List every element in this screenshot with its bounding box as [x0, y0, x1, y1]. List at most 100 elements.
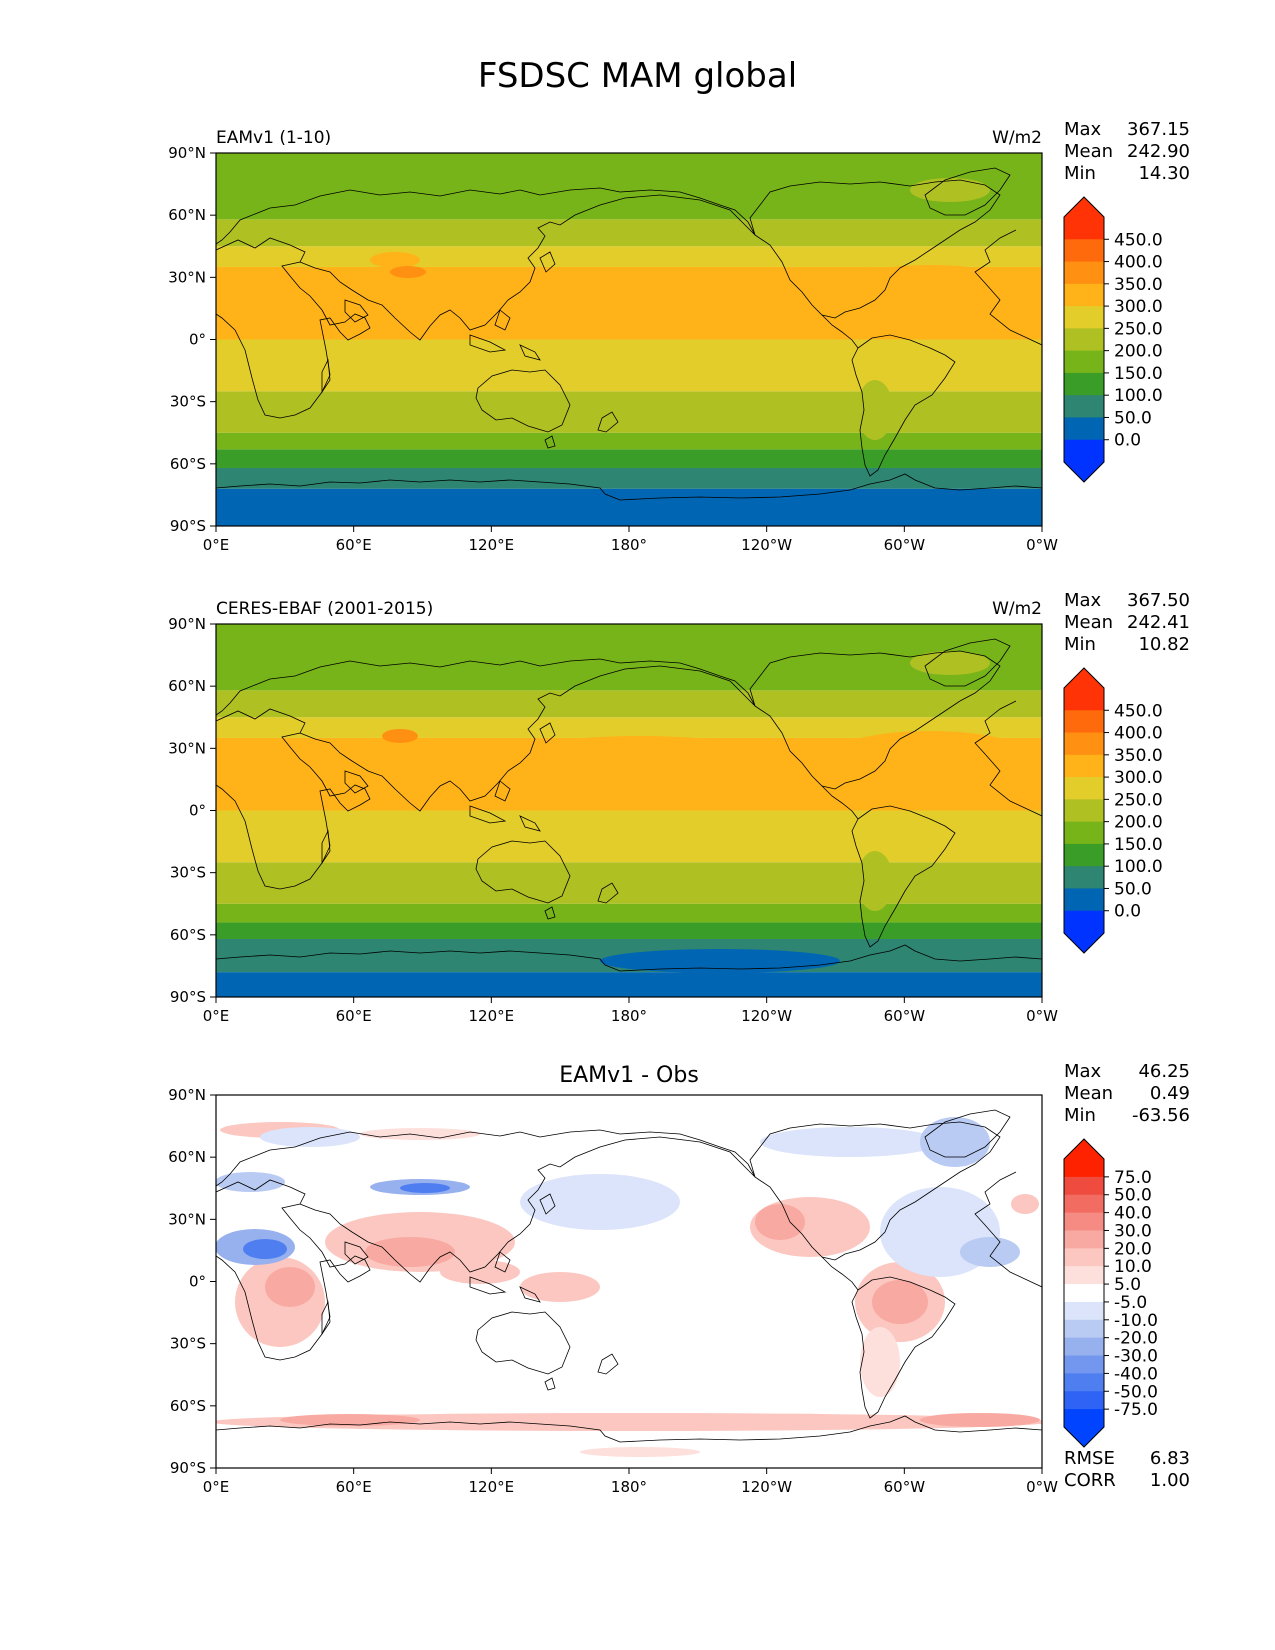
diff-stat-max-value: 46.25: [1138, 1061, 1190, 1082]
colorbar-segment: [1064, 732, 1104, 756]
colorbar-segment: [1064, 1284, 1104, 1303]
colorbar-tick-label: 450.0: [1114, 230, 1163, 250]
colorbar-segment: [1064, 1248, 1104, 1267]
obs-panel-title: CERES-EBAF (2001-2015): [216, 599, 433, 619]
colorbar-segment: [1064, 754, 1104, 778]
zonal-band-4: [216, 391, 1042, 433]
diff-anomalies: [216, 1117, 1042, 1457]
obs-stats: Max 367.50 Mean 242.41 Min 10.82: [1064, 590, 1190, 655]
colorbar-segment: [1064, 777, 1104, 800]
zonal-band-3: [216, 432, 1042, 450]
lon-tick-label: 120°W: [741, 1478, 792, 1496]
colorbar-tick-label: 350.0: [1114, 275, 1163, 295]
zonal-band-5: [216, 339, 1042, 392]
lat-tick-label: 90°N: [168, 144, 206, 162]
colorbar-outline: [1063, 1138, 1105, 1448]
lat-tick-label: 90°N: [168, 615, 206, 633]
obs-map: [216, 624, 1042, 997]
lon-tick-label: 60°E: [336, 1478, 372, 1496]
lon-tick-label: 120°W: [741, 536, 792, 554]
colorbar-segment: [1064, 1337, 1104, 1357]
zonal-band-0: [216, 972, 1042, 997]
lon-tick-label: 60°W: [884, 536, 926, 554]
colorbar-extend-min: [1064, 1427, 1104, 1447]
colorbar-segment: [1064, 1301, 1104, 1321]
colorbar-extend-max: [1064, 668, 1104, 688]
lon-tick-label: 120°E: [469, 536, 515, 554]
lat-tick-label: 0°: [189, 802, 206, 820]
colorbar-tick-label: -50.0: [1114, 1382, 1158, 1402]
obs-ticks: 90°N 60°N 30°N 0° 30°S 60°S 90°S0°E 60°E 120°E 18…: [168, 615, 1058, 1025]
colorbar-tick-label: 450.0: [1114, 701, 1163, 721]
diff-stats: Max 46.25 Mean 0.49 Min -63.56: [1064, 1061, 1190, 1126]
zonal-band-8: [216, 219, 1042, 247]
zonal-band-3: [216, 903, 1042, 923]
colorbar-tick-label: 150.0: [1114, 364, 1163, 384]
zonal-band-0: [216, 488, 1042, 526]
model-stat-max-value: 367.15: [1127, 119, 1190, 140]
obs-units: W/m2: [992, 599, 1042, 619]
lat-tick-label: 90°N: [168, 1086, 206, 1104]
zonal-band-2: [216, 922, 1042, 939]
model-stat-min-value: 14.30: [1138, 163, 1190, 184]
model-units: W/m2: [992, 128, 1042, 148]
colorbar-tick-label: 200.0: [1114, 813, 1163, 833]
lat-tick-label: 90°S: [170, 517, 206, 535]
zonal-band-4: [216, 862, 1042, 904]
lon-tick-label: 60°E: [336, 1007, 372, 1025]
lon-tick-label: 0°E: [203, 536, 230, 554]
lat-tick-label: 0°: [189, 331, 206, 349]
colorbar-segment: [1064, 1159, 1104, 1178]
lat-tick-label: 60°S: [170, 455, 206, 473]
colorbar-tick-label: 0.0: [1114, 431, 1141, 451]
colorbar-tick-label: 300.0: [1114, 297, 1163, 317]
colorbar-segment: [1064, 1319, 1104, 1339]
diff-rmse-value: 6.83: [1150, 1448, 1190, 1469]
model-stat-mean-label: Mean: [1064, 141, 1113, 162]
diff-stat-mean-label: Mean: [1064, 1083, 1113, 1104]
zonal-band-9: [216, 624, 1042, 691]
lon-tick-label: 0°W: [1026, 1007, 1058, 1025]
zonal-band-7: [216, 246, 1042, 267]
model-field: [216, 153, 1042, 526]
colorbar-tick-label: 250.0: [1114, 319, 1163, 339]
colorbar-segment: [1064, 910, 1104, 934]
colorbar-tick-label: -10.0: [1114, 1311, 1158, 1331]
colorbar-tick-label: 50.0: [1114, 879, 1152, 899]
lon-tick-label: 120°W: [741, 1007, 792, 1025]
colorbar-segment: [1064, 843, 1104, 867]
diff-corr-value: 1.00: [1150, 1470, 1190, 1491]
diff-rmse-label: RMSE: [1064, 1448, 1115, 1469]
lat-tick-label: 30°N: [168, 1210, 206, 1228]
lat-tick-label: 30°S: [170, 864, 206, 882]
colorbar-tick-label: 30.0: [1114, 1221, 1152, 1241]
diff-corr-label: CORR: [1064, 1470, 1116, 1491]
colorbar-tick-label: 400.0: [1114, 724, 1163, 744]
colorbar-segment: [1064, 306, 1104, 329]
colorbar-tick-label: 100.0: [1114, 857, 1163, 877]
diff-map: [216, 1095, 1042, 1468]
colorbar-segment: [1064, 1194, 1104, 1214]
diff-stat-max-label: Max: [1064, 1061, 1102, 1082]
colorbar-extend-max: [1064, 197, 1104, 217]
model-stat-max-label: Max: [1064, 119, 1102, 140]
diff-ticks: 90°N 60°N 30°N 0° 30°S 60°S 90°S0°E 60°E 120°E 18…: [168, 1086, 1058, 1496]
colorbar-segment: [1064, 1391, 1104, 1410]
colorbar-extend-min: [1064, 462, 1104, 482]
diff-colorbar: 75.050.040.030.020.010.05.0-5.0-10.0-20.…: [1063, 1138, 1158, 1448]
lat-tick-label: 60°N: [168, 677, 206, 695]
zonal-band-7: [216, 717, 1042, 738]
colorbar-segment: [1064, 417, 1104, 441]
zonal-band-8: [216, 690, 1042, 718]
obs-stat-min-label: Min: [1064, 634, 1096, 655]
lat-tick-label: 60°S: [170, 926, 206, 944]
colorbar-tick-label: 350.0: [1114, 746, 1163, 766]
diff-stat-min-label: Min: [1064, 1105, 1096, 1126]
colorbar-segment: [1064, 217, 1104, 240]
lat-tick-label: 30°N: [168, 739, 206, 757]
obs-stat-mean-label: Mean: [1064, 612, 1113, 633]
obs-stat-mean-value: 242.41: [1127, 612, 1190, 633]
colorbar-segment: [1064, 1230, 1104, 1249]
